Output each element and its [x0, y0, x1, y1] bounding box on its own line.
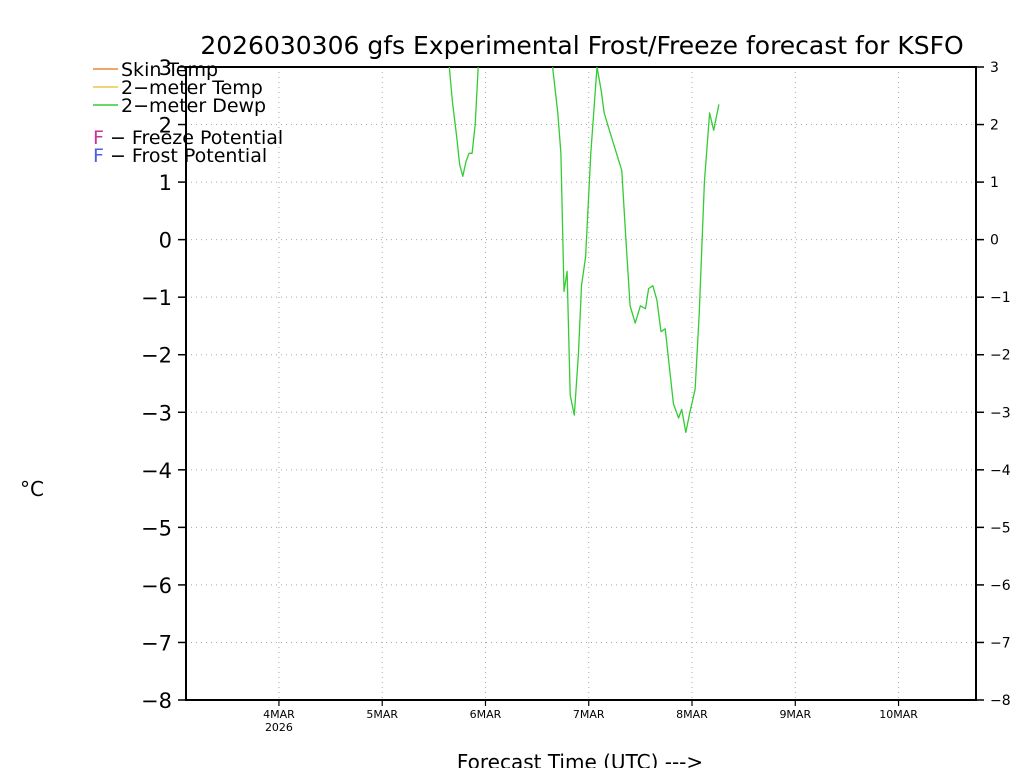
y-tick-label-left: −8: [141, 689, 172, 713]
x-tick-label: 6MAR: [470, 708, 502, 721]
dewpoint-series-line: [448, 67, 479, 177]
y-axis-label: °C: [20, 477, 44, 501]
x-tick-label: 9MAR: [779, 708, 811, 721]
y-tick-label-left: −4: [141, 459, 172, 483]
y-tick-label-left: −6: [141, 574, 172, 598]
y-tick-label-right: −1: [990, 290, 1011, 306]
x-tick-label: 5MAR: [366, 708, 398, 721]
dewpoint-series-line: [551, 67, 720, 434]
x-tick-label: 7MAR: [573, 708, 605, 721]
y-tick-label-right: 0: [990, 233, 999, 249]
chart-title: 2026030306 gfs Experimental Frost/Freeze…: [200, 31, 963, 60]
annotation-letter: F: [93, 145, 104, 167]
annotation-text: F − Frost Potential: [93, 145, 267, 167]
y-tick-label-left: −5: [141, 516, 172, 540]
x-tick-label: 4MAR: [263, 708, 295, 721]
x-axis-label: Forecast Time (UTC) --->: [457, 750, 703, 768]
y-tick-label-right: 2: [990, 118, 999, 134]
y-tick-label-left: 3: [159, 56, 172, 80]
y-tick-label-right: 1: [990, 175, 999, 191]
y-tick-label-left: −3: [141, 401, 172, 425]
y-tick-label-right: 3: [990, 60, 999, 76]
grid-lines: [186, 67, 976, 700]
legend-label: 2−meter Dewp: [121, 95, 266, 117]
y-tick-label-left: −7: [141, 631, 172, 655]
y-tick-label-right: −3: [990, 405, 1011, 421]
y-axis-right: −8 −7 −6 −5 −4 −3 −2 −1 0 1 2 3: [976, 60, 1011, 709]
x-tick-sublabel: 2026: [265, 721, 293, 734]
y-tick-label-left: −2: [141, 344, 172, 368]
x-tick-label: 10MAR: [879, 708, 918, 721]
y-tick-label-right: −8: [990, 693, 1011, 709]
y-tick-label-left: −1: [141, 286, 172, 310]
y-axis-left: −8 −7 −6 −5 −4 −3 −2 −1 0 1 2 3: [141, 56, 186, 713]
annotation-letter: F: [93, 127, 104, 149]
legend-label: 2−meter Temp: [121, 77, 263, 99]
y-tick-label-left: 1: [159, 171, 172, 195]
y-tick-label-right: −5: [990, 520, 1011, 536]
y-tick-label-right: −2: [990, 348, 1011, 364]
annotation-text: F − Freeze Potential: [93, 127, 283, 149]
legend-label: Skin Temp: [121, 59, 218, 81]
annotation-description: − Freeze Potential: [104, 127, 283, 149]
y-tick-label-right: −4: [990, 463, 1011, 479]
plot-frame: [185, 66, 977, 701]
y-tick-label-left: 0: [159, 229, 172, 253]
y-tick-label-left: 2: [159, 114, 172, 138]
series-layer: [448, 67, 720, 434]
y-tick-label-right: −7: [990, 635, 1011, 651]
x-tick-label: 8MAR: [676, 708, 708, 721]
y-tick-label-right: −6: [990, 578, 1011, 594]
annotation-description: − Frost Potential: [104, 145, 267, 167]
